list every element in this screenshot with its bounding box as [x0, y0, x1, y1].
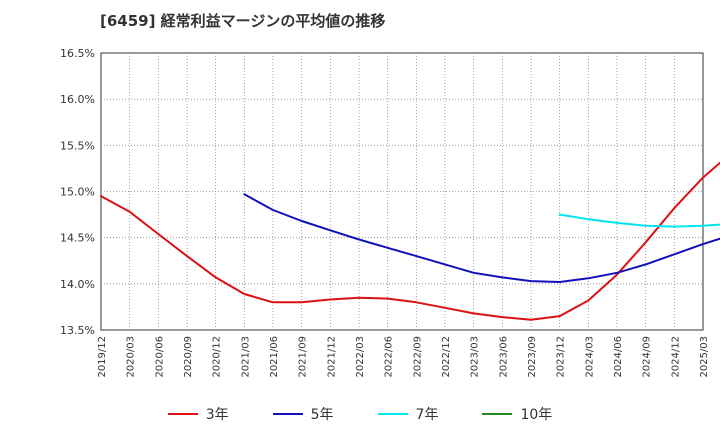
- y-axis-ticks: 13.5% 14.0% 14.5% 15.0% 15.5% 16.0% 16.5%: [60, 47, 95, 337]
- series-lines: [100, 161, 720, 321]
- x-tick-label: 2022/12: [441, 336, 452, 378]
- x-tick-label: 2024/06: [613, 336, 624, 378]
- x-tick-label: 2022/03: [355, 336, 366, 378]
- series-line: [558, 213, 720, 228]
- x-tick-label: 2020/09: [183, 336, 194, 378]
- x-tick-label: 2021/12: [326, 336, 337, 378]
- x-tick-label: 2021/03: [240, 336, 251, 378]
- x-tick-label: 2022/09: [412, 336, 423, 378]
- legend-label: 3年: [205, 407, 229, 423]
- x-tick-label: 2023/12: [556, 336, 567, 378]
- legend-item: 3年: [167, 404, 229, 424]
- x-tick-label: 2024/09: [642, 336, 653, 378]
- y-tick-label: 13.5%: [60, 324, 95, 337]
- y-tick-label: 15.5%: [60, 139, 95, 152]
- x-tick-label: 2023/09: [527, 336, 538, 378]
- x-tick-label: 2020/12: [212, 336, 223, 378]
- legend-swatch: [167, 413, 198, 415]
- x-tick-label: 2024/12: [670, 336, 681, 378]
- legend: 3年 5年 7年 10年: [0, 404, 720, 424]
- x-axis-ticks: 2019/12 2020/03 2020/06 2020/09 2020/12 2021/…: [97, 336, 710, 378]
- legend-label: 5年: [310, 407, 334, 423]
- legend-swatch: [377, 413, 408, 415]
- x-tick-label: 2020/03: [126, 336, 137, 378]
- x-tick-label: 2025/03: [699, 336, 710, 378]
- x-tick-label: 2019/12: [97, 336, 108, 378]
- legend-swatch: [272, 413, 303, 415]
- x-tick-label: 2021/06: [269, 336, 280, 378]
- legend-item: 5年: [272, 404, 334, 424]
- y-tick-label: 16.5%: [60, 47, 95, 60]
- y-tick-label: 16.0%: [60, 93, 95, 106]
- legend-label: 7年: [415, 407, 439, 423]
- grid-lines: [101, 53, 703, 330]
- legend-item: 7年: [377, 404, 439, 424]
- chart-title: [6459] 経常利益マージンの平均値の推移: [100, 12, 386, 30]
- y-tick-label: 14.5%: [60, 232, 95, 245]
- series-line: [100, 161, 720, 321]
- series-line: [243, 193, 720, 283]
- legend-swatch: [482, 413, 513, 415]
- x-tick-label: 2023/03: [470, 336, 481, 378]
- x-tick-label: 2023/06: [498, 336, 509, 378]
- y-tick-label: 14.0%: [60, 278, 95, 291]
- x-tick-label: 2020/06: [154, 336, 165, 378]
- x-tick-label: 2024/03: [584, 336, 595, 378]
- legend-item: 10年: [482, 404, 552, 424]
- y-tick-label: 15.0%: [60, 186, 95, 199]
- x-tick-label: 2022/06: [384, 336, 395, 378]
- legend-label: 10年: [520, 407, 553, 423]
- x-tick-label: 2021/09: [298, 336, 309, 378]
